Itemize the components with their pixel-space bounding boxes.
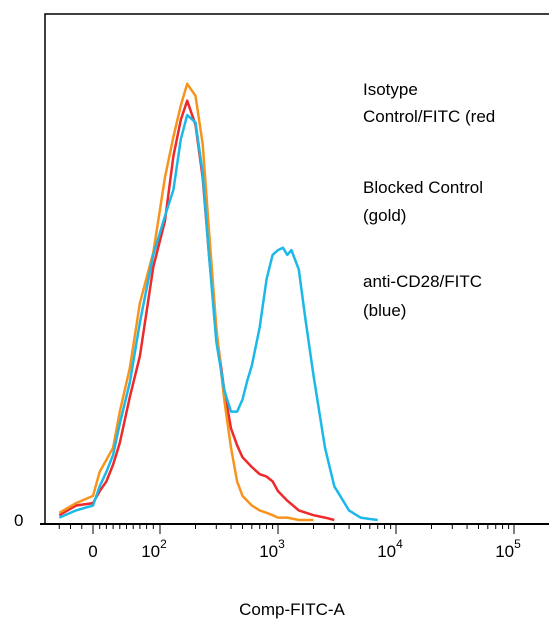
legend-line: anti-CD28/FITC [363,272,483,291]
legend-line: (gold) [363,206,407,225]
legend-line: Isotype [363,80,418,99]
y-tick-label-0: 0 [14,511,23,530]
series-2-line [58,113,378,522]
plot-frame [44,13,549,525]
x-tick-labels: 0 102 103 104 105 [88,537,521,561]
x-tick-label: 105 [495,537,521,561]
series-0-line [58,99,335,522]
x-tick-label: 0 [88,542,97,561]
legend-line: Blocked Control [363,178,484,197]
x-tick-label: 102 [141,537,167,561]
legend-line: Control/FITC (red [363,107,496,126]
x-axis [40,523,549,534]
x-tick-label: 104 [377,537,403,561]
x-tick-label: 103 [259,537,285,561]
series-1-line [58,82,314,522]
legend-line: (blue) [363,301,407,320]
histogram-curves [58,82,378,522]
x-axis-label: Comp-FITC-A [239,600,345,619]
